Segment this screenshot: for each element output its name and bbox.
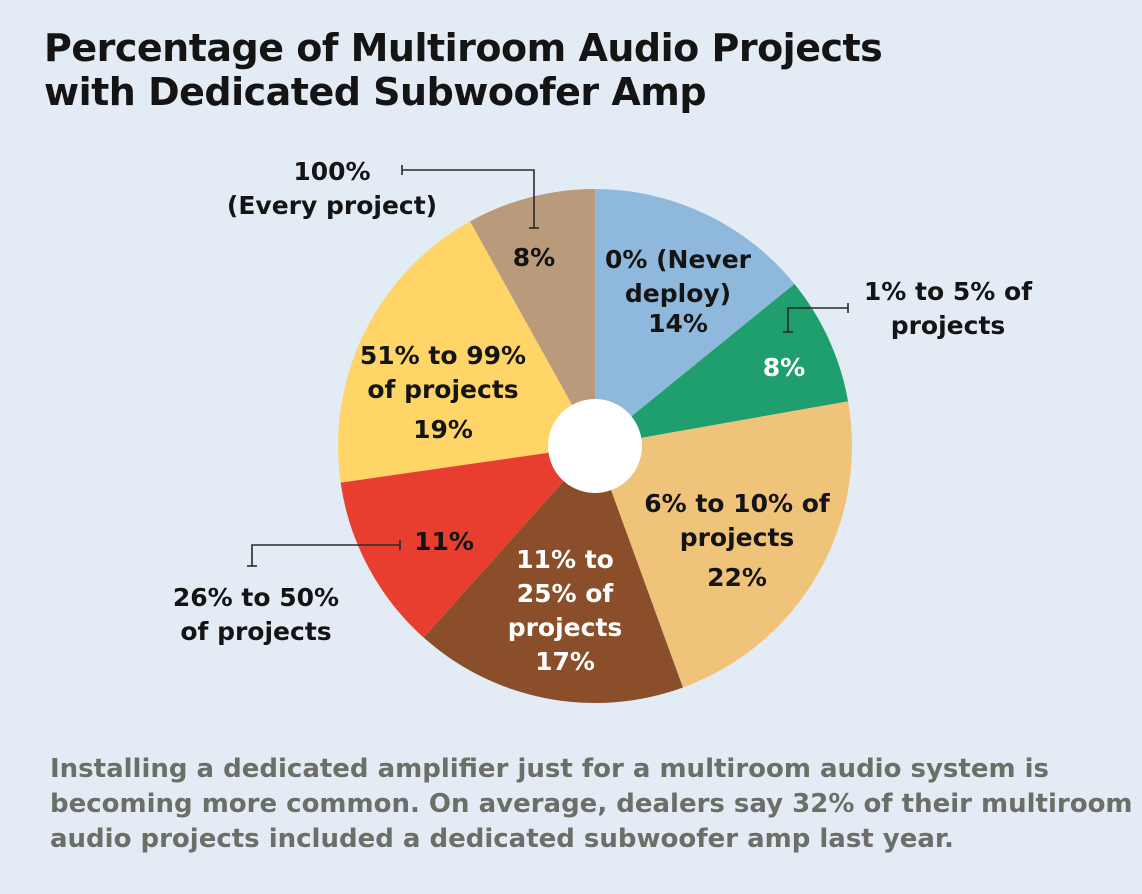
pie-slice xyxy=(595,283,849,446)
caption-line-3: audio projects included a dedicated subw… xyxy=(50,824,954,854)
pie-slice xyxy=(338,221,595,483)
caption-line-1: Installing a dedicated amplifier just fo… xyxy=(50,754,1049,784)
leader-line xyxy=(402,169,535,228)
slice-category-label: 100% xyxy=(293,157,370,186)
slice-value-label: 11% xyxy=(414,527,474,556)
slice-category-label: 1% to 5% of xyxy=(864,277,1033,306)
slice-category-label: 25% of xyxy=(517,579,615,608)
leader-line xyxy=(787,307,848,332)
slice-category-label: 26% to 50% xyxy=(173,583,339,612)
slice-category-label: projects xyxy=(680,523,795,552)
chart-title-line-2: with Dedicated Subwoofer Amp xyxy=(44,70,707,114)
slice-category-label: (Every project) xyxy=(227,191,437,220)
chart-caption: Installing a dedicated amplifier just fo… xyxy=(50,752,1133,857)
caption-line-2: becoming more common. On average, dealer… xyxy=(50,789,1133,819)
slice-value-label: 14% xyxy=(648,309,708,338)
slice-category-label: of projects xyxy=(367,375,518,404)
slice-category-label: 51% to 99% xyxy=(360,341,526,370)
slice-category-label: 6% to 10% of xyxy=(644,489,831,518)
slice-category-label: of projects xyxy=(180,617,331,646)
leader-line xyxy=(251,544,400,566)
pie-slice xyxy=(340,446,595,638)
slice-value-label: 22% xyxy=(707,563,767,592)
slice-category-label: 11% to xyxy=(516,545,614,574)
pie-slice xyxy=(470,189,595,446)
slice-category-label: projects xyxy=(508,613,623,642)
slice-value-label: 19% xyxy=(413,415,473,444)
slice-category-label: 0% (Never xyxy=(605,245,752,274)
slice-category-label: projects xyxy=(891,311,1006,340)
chart-title-line-1: Percentage of Multiroom Audio Projects xyxy=(44,26,883,70)
slice-value-label: 8% xyxy=(763,353,805,382)
slice-category-label: deploy) xyxy=(625,279,731,308)
pie-slice xyxy=(423,446,683,703)
slice-value-label: 17% xyxy=(535,647,595,676)
pie-slice xyxy=(595,189,795,446)
chart-title: Percentage of Multiroom Audio Projects w… xyxy=(44,26,883,114)
donut-hole xyxy=(548,399,642,493)
slice-value-label: 8% xyxy=(513,243,555,272)
pie-slice xyxy=(595,401,853,688)
